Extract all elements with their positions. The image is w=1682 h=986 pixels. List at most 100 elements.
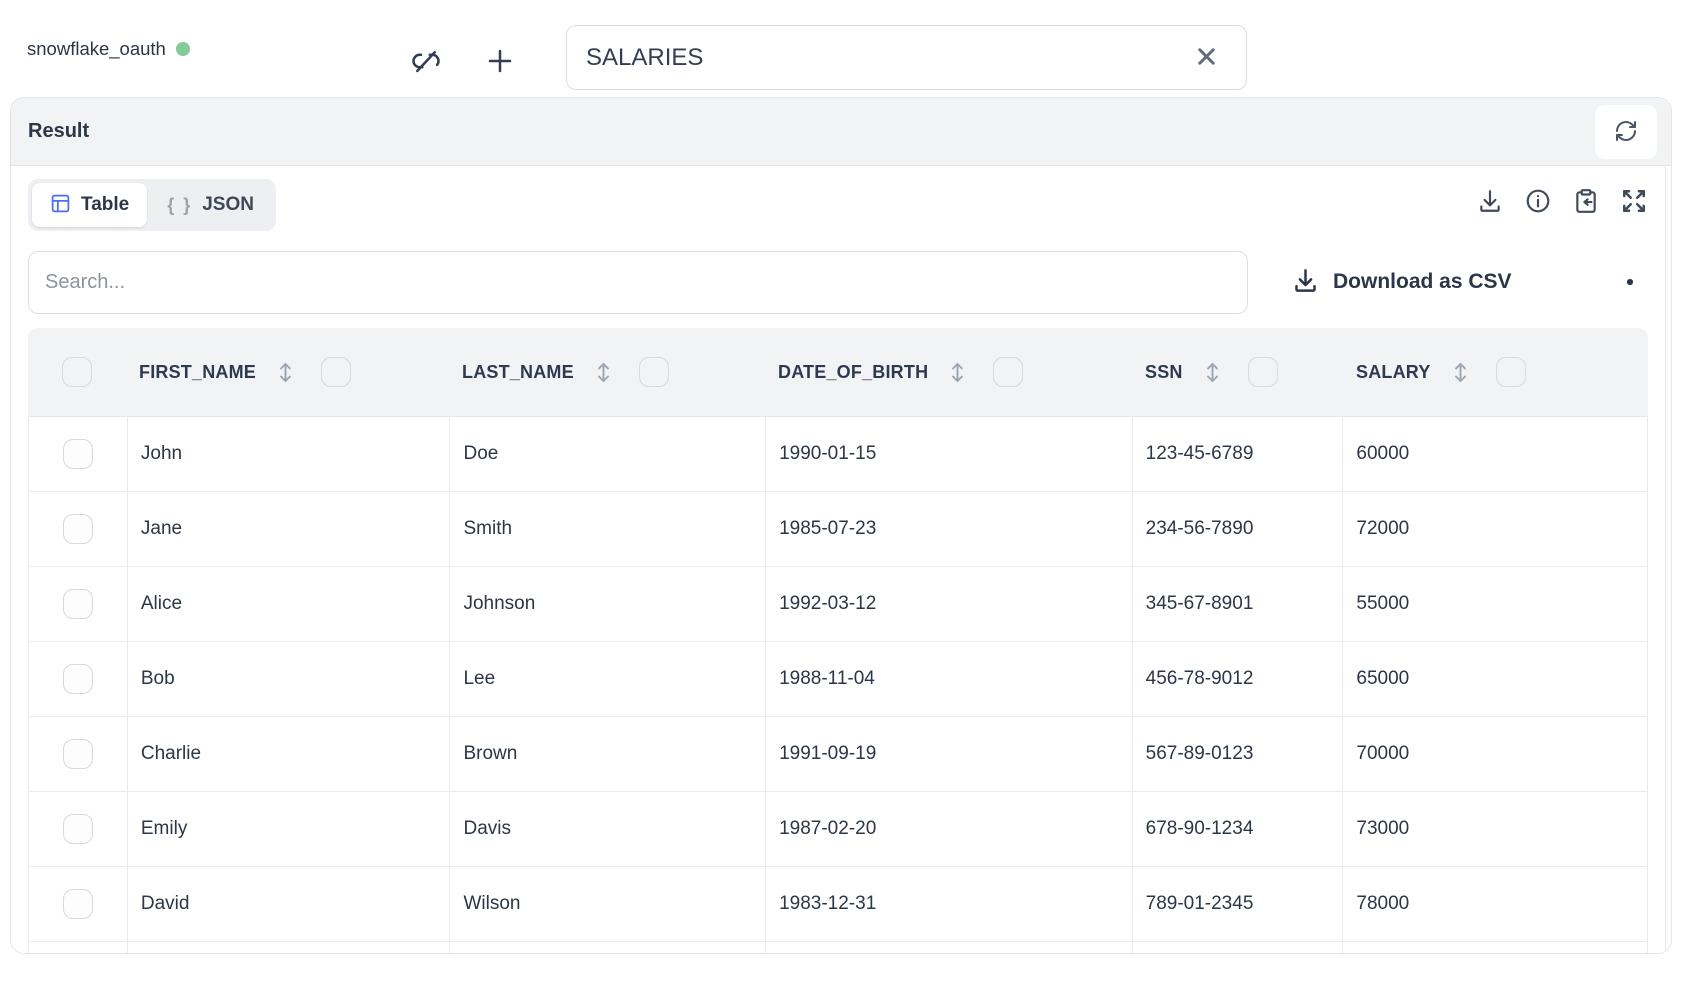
row-select-cell bbox=[29, 567, 127, 641]
add-tab-button[interactable] bbox=[482, 46, 518, 78]
table-cell: 73000 bbox=[1342, 792, 1647, 866]
cell-value: 678-90-1234 bbox=[1145, 818, 1254, 839]
cell-value: Johnson bbox=[463, 593, 536, 614]
cell-value: 567-89-0123 bbox=[1145, 743, 1254, 764]
table-cell: 72000 bbox=[1342, 492, 1647, 566]
header-select-cell bbox=[28, 328, 126, 416]
result-panel-header: Result bbox=[11, 98, 1671, 166]
sort-icon[interactable] bbox=[276, 361, 295, 384]
tab-group: Table { } JSON bbox=[28, 179, 276, 231]
expand-button[interactable] bbox=[1620, 189, 1647, 216]
download-result-button[interactable] bbox=[1476, 189, 1503, 216]
column-header-ssn[interactable]: SSN bbox=[1132, 328, 1343, 416]
scrollbar-track[interactable] bbox=[1665, 166, 1666, 953]
table-cell: Johnson bbox=[449, 567, 765, 641]
expand-icon bbox=[1621, 188, 1647, 217]
column-checkbox[interactable] bbox=[321, 357, 352, 387]
table-cell: 456-78-9012 bbox=[1131, 642, 1343, 716]
cell-value: 1985-07-23 bbox=[779, 518, 877, 539]
column-checkbox[interactable] bbox=[993, 357, 1024, 387]
column-label: SALARY bbox=[1356, 361, 1431, 382]
query-input[interactable] bbox=[566, 25, 1247, 90]
column-header-first_name[interactable]: FIRST_NAME bbox=[126, 328, 449, 416]
column-label: LAST_NAME bbox=[462, 361, 574, 382]
tab-json[interactable]: { } JSON bbox=[149, 183, 272, 227]
row-checkbox[interactable] bbox=[62, 589, 93, 619]
cell-value: 70000 bbox=[1356, 743, 1410, 764]
column-header-date_of_birth[interactable]: DATE_OF_BIRTH bbox=[765, 328, 1132, 416]
table-cell: Bob bbox=[126, 642, 450, 716]
clipboard-paste-icon bbox=[1573, 188, 1599, 217]
row-select-cell bbox=[29, 792, 127, 866]
table-cell: 123-45-6789 bbox=[1131, 417, 1343, 491]
download-csv-label: Download as CSV bbox=[1333, 270, 1512, 293]
table-cell: 345-67-8901 bbox=[1131, 567, 1343, 641]
table-cell: John bbox=[126, 417, 450, 491]
sort-icon[interactable] bbox=[1451, 361, 1470, 384]
braces-icon: { } bbox=[167, 194, 193, 215]
cell-value: Emily bbox=[140, 818, 188, 839]
connection-status-dot bbox=[175, 41, 190, 56]
table-cell: 1987-02-20 bbox=[765, 792, 1132, 866]
cell-value: 345-67-8901 bbox=[1145, 593, 1254, 614]
table-cell bbox=[449, 942, 765, 953]
row-checkbox[interactable] bbox=[62, 889, 93, 919]
table-cell: 1990-01-15 bbox=[765, 417, 1132, 491]
row-checkbox[interactable] bbox=[62, 739, 93, 769]
tab-table[interactable]: Table bbox=[32, 183, 148, 227]
sort-icon[interactable] bbox=[948, 361, 967, 384]
table-cell: Alice bbox=[126, 567, 450, 641]
table-row: John Doe 1990-01-15 123-45-6789 60000 bbox=[29, 417, 1647, 492]
row-checkbox[interactable] bbox=[62, 664, 93, 694]
cell-value: 65000 bbox=[1356, 668, 1410, 689]
result-actions bbox=[1476, 189, 1647, 216]
disconnect-button[interactable] bbox=[406, 44, 446, 80]
row-checkbox[interactable] bbox=[62, 514, 93, 544]
clear-query-button[interactable] bbox=[1191, 43, 1221, 73]
table-body: John Doe 1990-01-15 123-45-6789 60000 Jane Smi… bbox=[28, 417, 1648, 953]
cell-value: 789-01-2345 bbox=[1145, 893, 1254, 914]
cell-value: Lee bbox=[463, 668, 496, 689]
table-cell: Davis bbox=[449, 792, 765, 866]
cell-value: 55000 bbox=[1356, 593, 1410, 614]
table-row: Alice Johnson 1992-03-12 345-67-8901 55000 bbox=[29, 567, 1647, 642]
table-cell: 55000 bbox=[1342, 567, 1647, 641]
select-all-checkbox[interactable] bbox=[62, 357, 92, 387]
view-switcher: Table { } JSON bbox=[28, 179, 276, 231]
info-button[interactable] bbox=[1524, 189, 1551, 216]
download-csv-button[interactable]: Download as CSV bbox=[1292, 265, 1512, 299]
table-cell bbox=[126, 942, 450, 953]
refresh-button[interactable] bbox=[1595, 105, 1657, 159]
sort-icon[interactable] bbox=[1203, 361, 1222, 384]
table-cell: 1983-12-31 bbox=[765, 867, 1132, 941]
download-icon bbox=[1292, 267, 1319, 297]
table-cell: Doe bbox=[449, 417, 765, 491]
table-cell bbox=[765, 942, 1132, 953]
column-checkbox[interactable] bbox=[1495, 357, 1526, 387]
more-options-button[interactable] bbox=[1613, 261, 1647, 303]
column-checkbox[interactable] bbox=[638, 357, 669, 387]
column-header-last_name[interactable]: LAST_NAME bbox=[449, 328, 765, 416]
cell-value: 123-45-6789 bbox=[1145, 443, 1254, 464]
copy-to-clipboard-button[interactable] bbox=[1572, 189, 1599, 216]
cell-value: Jane bbox=[140, 518, 183, 539]
cell-value: 1988-11-04 bbox=[779, 668, 875, 689]
table-cell: Charlie bbox=[126, 717, 450, 791]
row-checkbox[interactable] bbox=[62, 814, 93, 844]
table-cell: Emily bbox=[126, 792, 450, 866]
search-input[interactable] bbox=[28, 251, 1248, 314]
cell-value: 72000 bbox=[1356, 518, 1410, 539]
row-select-cell bbox=[29, 417, 127, 491]
sort-icon[interactable] bbox=[594, 361, 613, 384]
row-checkbox[interactable] bbox=[62, 439, 93, 469]
column-header-salary[interactable]: SALARY bbox=[1343, 328, 1648, 416]
table-cell: 567-89-0123 bbox=[1131, 717, 1343, 791]
download-icon bbox=[1477, 188, 1503, 217]
cell-value: 1987-02-20 bbox=[779, 818, 877, 839]
table-cell: David bbox=[126, 867, 450, 941]
table-cell: Wilson bbox=[449, 867, 765, 941]
table-row-partial bbox=[29, 942, 1647, 953]
top-bar: snowflake_oauth bbox=[0, 0, 1682, 97]
column-checkbox[interactable] bbox=[1247, 357, 1278, 387]
